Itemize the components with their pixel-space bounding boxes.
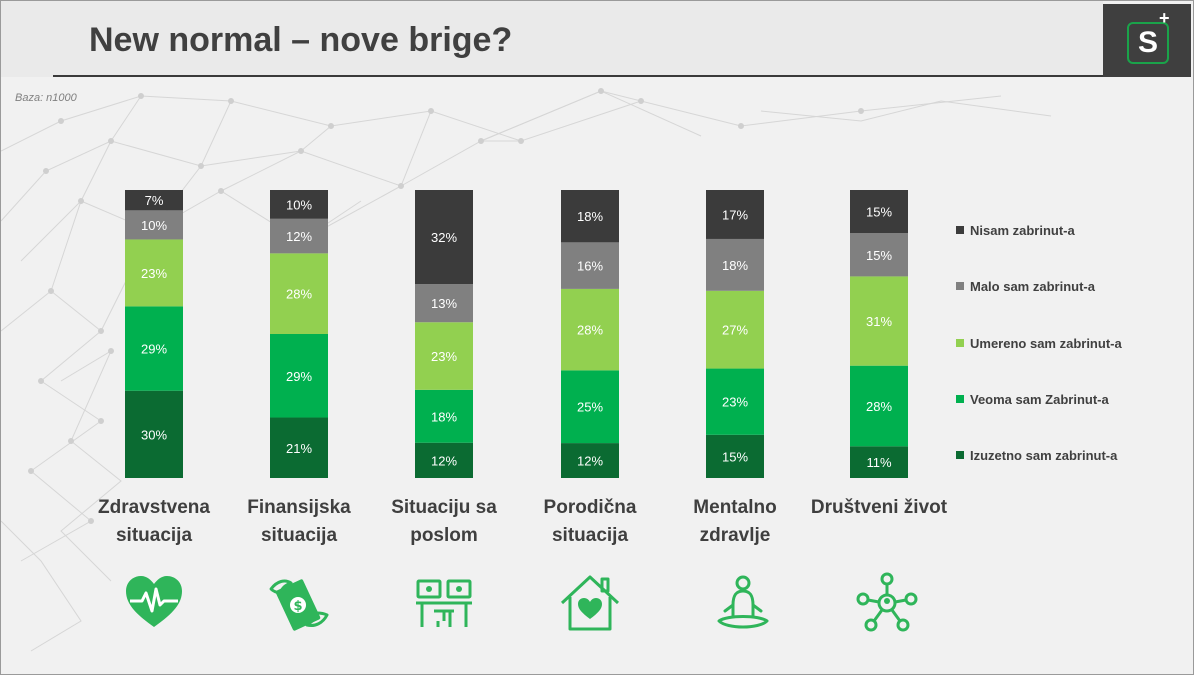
legend-label: Veoma sam Zabrinut-a <box>970 392 1109 407</box>
bar-segment-2-3 <box>270 253 328 334</box>
bar-segment-6-2 <box>850 365 908 447</box>
bar-segment-2-5 <box>270 190 328 219</box>
data-label-1-4: 10% <box>141 218 167 233</box>
data-label-4-4: 16% <box>577 259 603 274</box>
flying-money-icon: $ <box>269 579 329 631</box>
data-label-2-4: 12% <box>286 229 312 244</box>
data-label-2-3: 28% <box>286 287 312 302</box>
heart-pulse-icon <box>126 576 182 627</box>
bar-segment-3-3 <box>415 322 473 390</box>
data-label-4-1: 12% <box>577 454 603 469</box>
data-label-1-2: 29% <box>141 342 167 357</box>
category-label-zdravstvena: Zdravstvena situacija <box>98 497 210 546</box>
legend-label: Izuzetno sam zabrinut-a <box>970 448 1118 463</box>
data-label-5-3: 27% <box>722 323 748 338</box>
bar-segment-4-4 <box>561 242 619 289</box>
data-label-5-2: 23% <box>722 395 748 410</box>
legend-swatch <box>956 395 964 403</box>
bar-segment-6-1 <box>850 446 908 478</box>
logo-frame: S <box>1127 22 1169 64</box>
meditation-icon <box>717 575 769 629</box>
data-label-4-5: 18% <box>577 209 603 224</box>
data-label-2-2: 29% <box>286 369 312 384</box>
bar-segment-6-5 <box>850 190 908 234</box>
logo-letter: S <box>1137 26 1158 59</box>
data-label-1-5: 7% <box>145 193 164 208</box>
data-label-2-1: 21% <box>286 441 312 456</box>
data-label-3-2: 18% <box>431 409 457 424</box>
legend-swatch <box>956 451 964 459</box>
bar-segment-4-5 <box>561 190 619 243</box>
data-label-1-3: 23% <box>141 266 167 281</box>
bar-segment-1-3 <box>125 239 183 307</box>
bar-segment-4-3 <box>561 288 619 371</box>
category-label-finansijska: Finansijska situacija <box>247 497 351 546</box>
bar-segment-5-2 <box>706 368 764 435</box>
bar-segment-6-4 <box>850 233 908 277</box>
data-label-6-5: 15% <box>866 205 892 220</box>
data-label-3-4: 13% <box>431 296 457 311</box>
bar-segment-1-5 <box>125 190 183 211</box>
bar-segment-2-1 <box>270 417 328 478</box>
legend-swatch <box>956 282 964 290</box>
svg-text:$: $ <box>293 599 302 614</box>
logo-plus: + <box>1159 8 1170 28</box>
data-label-4-3: 28% <box>577 323 603 338</box>
bar-segment-1-1 <box>125 390 183 478</box>
data-label-4-2: 25% <box>577 400 603 415</box>
legend-swatch <box>956 226 964 234</box>
brand-logo: S + <box>1103 4 1191 77</box>
bar-segment-5-5 <box>706 190 764 239</box>
legend-swatch <box>956 339 964 347</box>
data-label-6-2: 28% <box>866 399 892 414</box>
data-label-1-1: 30% <box>141 427 167 442</box>
category-label-drustveni: Društveni život <box>810 497 948 518</box>
bar-segment-3-1 <box>415 442 473 478</box>
data-label-6-3: 31% <box>866 314 892 329</box>
bar-segment-6-3 <box>850 276 908 366</box>
data-label-6-4: 15% <box>866 248 892 263</box>
category-label-porodicna: Porodična situacija <box>543 497 637 546</box>
legend-label: Malo sam zabrinut-a <box>970 279 1095 294</box>
data-label-5-4: 18% <box>722 258 748 273</box>
bar-segment-3-4 <box>415 284 473 323</box>
page-title: New normal – nove brige? <box>89 21 513 59</box>
social-network-icon <box>856 572 918 632</box>
house-heart-icon <box>560 575 620 631</box>
bar-segment-5-1 <box>706 434 764 478</box>
workstation-icon <box>416 579 472 627</box>
bar-segment-3-2 <box>415 389 473 443</box>
bar-segment-1-2 <box>125 306 183 391</box>
bar-segment-5-3 <box>706 290 764 369</box>
category-label-posao: Situaciju sa poslom <box>391 497 497 546</box>
data-label-6-1: 11% <box>866 455 891 470</box>
category-label-mentalno: Mentalno zdravlje <box>693 497 777 546</box>
data-label-5-1: 15% <box>722 449 748 464</box>
base-note: Baza: n1000 <box>15 92 77 104</box>
bar-segment-4-2 <box>561 370 619 444</box>
bar-segment-2-2 <box>270 334 328 418</box>
bar-segment-3-5 <box>415 190 473 285</box>
data-label-5-5: 17% <box>722 207 748 222</box>
bar-segment-4-1 <box>561 443 619 478</box>
bar-segment-1-4 <box>125 210 183 240</box>
legend-label: Nisam zabrinut-a <box>970 223 1075 238</box>
bar-segment-5-4 <box>706 238 764 291</box>
bar-segment-2-4 <box>270 218 328 254</box>
data-label-3-5: 32% <box>431 230 457 245</box>
data-label-3-3: 23% <box>431 349 457 364</box>
legend-label: Umereno sam zabrinut-a <box>970 336 1122 351</box>
title-bar <box>1 1 1103 77</box>
title-underline <box>53 75 1103 77</box>
data-label-3-1: 12% <box>431 453 457 468</box>
data-label-2-5: 10% <box>286 197 312 212</box>
